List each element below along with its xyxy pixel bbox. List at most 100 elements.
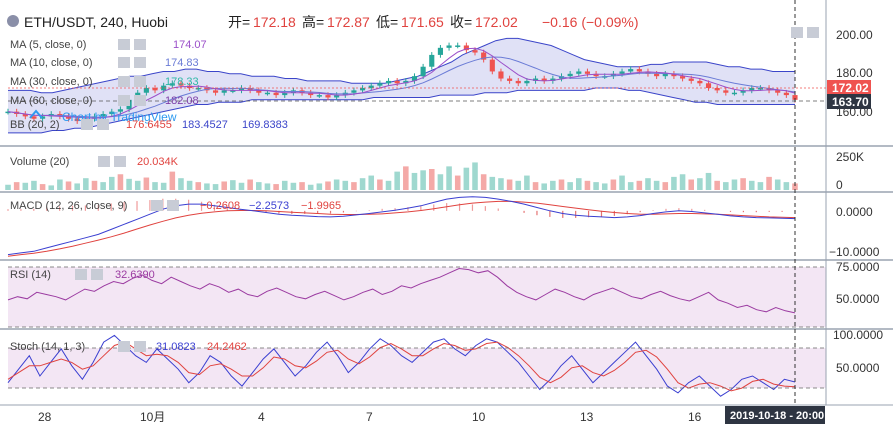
candle: [117, 109, 123, 112]
rsi-legend[interactable]: RSI (14) 32.6390: [10, 269, 155, 281]
macd-label: MACD (12, 26, close, 9): [10, 200, 127, 212]
candle: [697, 80, 703, 84]
volume-bar: [731, 179, 738, 190]
volume-bar: [195, 182, 202, 190]
last-price-badge: [827, 80, 871, 95]
high-value: 172.87: [327, 14, 370, 30]
volume-bar: [662, 182, 669, 190]
ma30-label: MA (30, close, 0): [10, 76, 93, 88]
volume-bar: [636, 180, 643, 190]
volume-bar: [5, 184, 11, 190]
candle: [731, 92, 738, 95]
close-icon[interactable]: [167, 200, 179, 211]
candle: [792, 95, 798, 100]
candle: [325, 95, 331, 98]
candle: [775, 90, 781, 93]
symbol-title: ETH/USDT, 240, Huobi: [24, 14, 168, 30]
candle: [40, 116, 46, 119]
macd-value-3: −1.9965: [301, 200, 341, 212]
settings-icon[interactable]: [81, 119, 93, 130]
candle: [403, 80, 409, 84]
ma5-legend[interactable]: MA (5, close, 0) 174.07: [10, 39, 207, 51]
volume-bar: [774, 179, 781, 190]
ma10-legend[interactable]: MA (10, close, 0) 174.83: [10, 57, 199, 69]
ma30-legend[interactable]: MA (30, close, 0) 178.33: [10, 76, 199, 88]
bb-label: BB (20, 2): [10, 119, 60, 131]
volume-bar: [446, 166, 452, 190]
ma5-value: 174.07: [173, 39, 207, 51]
candle: [152, 88, 158, 91]
rsi-line: [7, 267, 796, 314]
change-value: −0.16 (−0.09%): [542, 14, 639, 30]
close-icon[interactable]: [91, 269, 103, 280]
volume-bar: [610, 179, 617, 190]
candle: [100, 114, 106, 117]
volume-bar: [143, 177, 150, 190]
symbol-logo-icon: [7, 15, 19, 27]
volume-legend[interactable]: Volume (20) 20.034K: [10, 156, 179, 168]
settings-icon[interactable]: [791, 27, 803, 38]
price-candles: [5, 42, 798, 124]
volume-tick: 0: [836, 178, 843, 192]
close-icon[interactable]: [134, 95, 146, 106]
volume-bar: [411, 172, 418, 190]
candle: [463, 45, 469, 51]
candle: [446, 45, 452, 48]
candle: [282, 92, 288, 96]
close-icon[interactable]: [97, 119, 109, 130]
close-icon[interactable]: [807, 27, 819, 38]
settings-icon[interactable]: [118, 39, 130, 50]
stoch-tick: 50.0000: [836, 361, 880, 375]
volume-bar: [351, 182, 357, 190]
candle: [65, 116, 72, 119]
close-icon[interactable]: [134, 39, 146, 50]
cursor-time-label: 2019-10-18 - 20:00: [730, 410, 824, 422]
candle: [230, 90, 236, 92]
close-icon[interactable]: [134, 341, 146, 352]
volume-bar: [454, 175, 461, 190]
candle: [515, 80, 521, 84]
volume-bar: [714, 180, 720, 190]
ma60-legend[interactable]: MA (60, close, 0) 182.08: [10, 95, 199, 107]
settings-icon[interactable]: [118, 76, 130, 87]
open-label: 开=: [228, 14, 250, 30]
close-icon[interactable]: [134, 76, 146, 87]
candle: [671, 73, 677, 77]
volume-bar: [463, 167, 470, 190]
stoch-band: [8, 348, 826, 388]
settings-icon[interactable]: [151, 200, 163, 211]
settings-icon[interactable]: [118, 341, 130, 352]
price-tick: 180.00: [836, 66, 873, 80]
settings-icon[interactable]: [75, 269, 87, 280]
settings-icon[interactable]: [98, 156, 110, 167]
settings-icon[interactable]: [118, 95, 130, 106]
candle: [688, 78, 694, 81]
candle: [541, 78, 547, 81]
volume-bar: [333, 179, 340, 190]
macd-value-1: −0.2608: [200, 200, 240, 212]
volume-bar: [645, 178, 651, 190]
candle: [221, 90, 227, 93]
close-icon[interactable]: [134, 57, 146, 68]
close-icon[interactable]: [114, 156, 126, 167]
volume-bar: [394, 171, 400, 190]
time-tick: 13: [580, 410, 594, 424]
settings-icon[interactable]: [118, 57, 130, 68]
volume-bar: [437, 174, 444, 190]
macd-legend[interactable]: MACD (12, 26, close, 9) −0.2608 −2.2573 …: [10, 200, 341, 212]
volume-bar: [627, 182, 634, 190]
candle: [377, 83, 383, 86]
volume-bar: [748, 180, 755, 190]
candle: [576, 71, 582, 74]
stoch-legend[interactable]: Stoch (14, 1, 3) 31.0823 24.2462: [10, 341, 247, 353]
ma30-value: 178.33: [165, 76, 199, 88]
volume-bar: [723, 182, 729, 190]
volume-bar: [264, 183, 271, 190]
volume-bar: [48, 185, 55, 190]
volume-bar: [160, 182, 167, 190]
bb-legend[interactable]: BB (20, 2) 176.6455 183.4527 169.8383: [10, 119, 288, 131]
candle: [610, 73, 616, 77]
volume-bar: [601, 183, 608, 190]
